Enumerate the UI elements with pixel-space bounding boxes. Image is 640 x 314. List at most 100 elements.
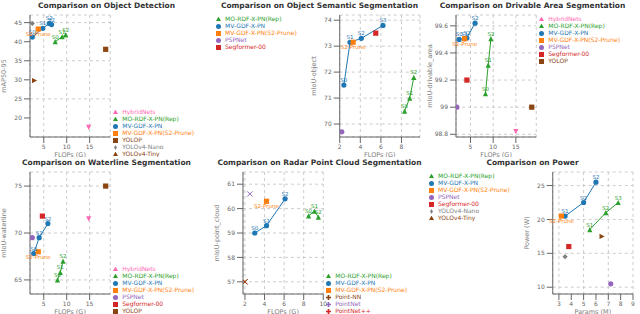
svg-text:8: 8 <box>302 300 306 307</box>
svg-text:S2: S2 <box>62 27 69 33</box>
svg-text:FLOPs (G): FLOPs (G) <box>267 308 299 314</box>
svg-text:75: 75 <box>14 182 22 189</box>
svg-text:30: 30 <box>14 76 22 83</box>
svg-text:S2: S2 <box>315 209 322 215</box>
svg-text:6: 6 <box>594 300 598 307</box>
svg-text:35: 35 <box>14 57 22 64</box>
svg-text:S2: S2 <box>60 253 67 259</box>
svg-text:8: 8 <box>400 143 404 150</box>
svg-text:45: 45 <box>14 19 22 26</box>
svg-text:S2: S2 <box>463 30 470 36</box>
svg-text:S0: S0 <box>401 103 408 109</box>
svg-text:S1: S1 <box>263 218 270 224</box>
svg-text:8: 8 <box>619 300 623 307</box>
svg-text:59: 59 <box>227 229 235 236</box>
svg-text:S2: S2 <box>580 195 587 201</box>
svg-text:S2: S2 <box>602 205 609 211</box>
svg-text:S1: S1 <box>406 90 413 96</box>
svg-text:4: 4 <box>569 300 573 307</box>
svg-text:4: 4 <box>358 143 362 150</box>
svg-text:10: 10 <box>63 300 71 307</box>
svg-text:S1: S1 <box>586 222 593 228</box>
svg-text:99: 99 <box>440 103 448 110</box>
svg-text:15: 15 <box>537 249 545 256</box>
svg-text:10: 10 <box>319 300 327 307</box>
svg-text:3: 3 <box>557 300 561 307</box>
svg-text:mIoU-waterline: mIoU-waterline <box>0 208 8 258</box>
svg-text:9: 9 <box>631 300 635 307</box>
svg-text:S2: S2 <box>592 174 599 180</box>
svg-text:72: 72 <box>324 68 332 75</box>
svg-text:S0: S0 <box>251 225 258 231</box>
svg-text:5: 5 <box>42 300 46 307</box>
svg-text:61: 61 <box>227 180 235 187</box>
svg-text:15: 15 <box>512 143 520 150</box>
svg-text:57: 57 <box>227 278 235 285</box>
svg-text:74: 74 <box>324 16 332 23</box>
svg-text:65: 65 <box>14 276 22 283</box>
svg-text:mIoU-point_cloud: mIoU-point_cloud <box>213 205 221 262</box>
svg-text:6: 6 <box>379 143 383 150</box>
svg-text:S1: S1 <box>311 203 318 209</box>
svg-text:58: 58 <box>227 254 235 261</box>
svg-text:4: 4 <box>263 300 267 307</box>
svg-text:FLOPs (G): FLOPs (G) <box>480 151 512 157</box>
svg-text:S2-Prune: S2-Prune <box>452 41 477 47</box>
svg-text:99.2: 99.2 <box>435 76 449 83</box>
svg-text:10: 10 <box>489 143 497 150</box>
svg-text:20: 20 <box>14 114 22 121</box>
svg-text:15: 15 <box>86 300 94 307</box>
svg-text:mIoU-drivable_area: mIoU-drivable_area <box>426 44 434 107</box>
svg-text:25: 25 <box>537 182 545 189</box>
svg-text:15: 15 <box>86 143 94 150</box>
svg-text:Params (M): Params (M) <box>575 308 612 314</box>
svg-text:7: 7 <box>606 300 610 307</box>
svg-text:S1: S1 <box>57 264 64 270</box>
svg-text:25: 25 <box>14 95 22 102</box>
svg-text:71: 71 <box>324 94 332 101</box>
svg-text:5: 5 <box>42 143 46 150</box>
svg-text:S2: S2 <box>487 31 494 37</box>
svg-text:S1: S1 <box>562 208 569 214</box>
svg-text:5: 5 <box>582 300 586 307</box>
svg-text:10: 10 <box>537 283 545 290</box>
svg-text:FLOPs (G): FLOPs (G) <box>54 308 86 314</box>
svg-text:S0: S0 <box>54 272 61 278</box>
svg-text:S2-Prune: S2-Prune <box>26 31 51 37</box>
svg-text:S2: S2 <box>44 216 51 222</box>
svg-text:S2-Prune: S2-Prune <box>341 44 366 50</box>
svg-text:70: 70 <box>324 120 332 127</box>
svg-text:2: 2 <box>243 300 247 307</box>
svg-text:FLOPs (G): FLOPs (G) <box>54 151 86 157</box>
svg-text:5: 5 <box>469 143 473 150</box>
svg-text:99.6: 99.6 <box>435 22 449 29</box>
svg-text:73: 73 <box>324 42 332 49</box>
svg-text:S2: S2 <box>282 191 289 197</box>
svg-text:S2: S2 <box>472 15 479 21</box>
svg-text:40: 40 <box>14 38 22 45</box>
svg-text:10: 10 <box>63 143 71 150</box>
svg-text:70: 70 <box>14 229 22 236</box>
svg-text:Power (W): Power (W) <box>523 216 531 249</box>
svg-text:S2: S2 <box>410 69 417 75</box>
svg-text:S2: S2 <box>358 30 365 36</box>
svg-text:S2-Prune: S2-Prune <box>254 203 279 209</box>
svg-text:S0: S0 <box>30 246 37 252</box>
svg-text:S2: S2 <box>48 17 55 23</box>
svg-text:S3: S3 <box>615 195 622 201</box>
svg-text:S2-Prune: S2-Prune <box>549 218 574 224</box>
svg-text:mIoU-object: mIoU-object <box>310 56 318 96</box>
svg-text:2: 2 <box>338 143 342 150</box>
svg-text:S0: S0 <box>482 86 489 92</box>
svg-text:FLOPs (G): FLOPs (G) <box>364 151 396 157</box>
svg-text:98.8: 98.8 <box>435 130 449 137</box>
svg-text:S1: S1 <box>347 34 354 40</box>
svg-text:S1: S1 <box>485 57 492 63</box>
svg-text:mAP50-95: mAP50-95 <box>0 59 8 93</box>
svg-text:S3: S3 <box>379 17 386 23</box>
svg-text:6: 6 <box>282 300 286 307</box>
svg-text:S1: S1 <box>36 230 43 236</box>
svg-text:20: 20 <box>537 216 545 223</box>
svg-text:99.4: 99.4 <box>435 49 449 56</box>
svg-text:S0: S0 <box>340 77 347 83</box>
